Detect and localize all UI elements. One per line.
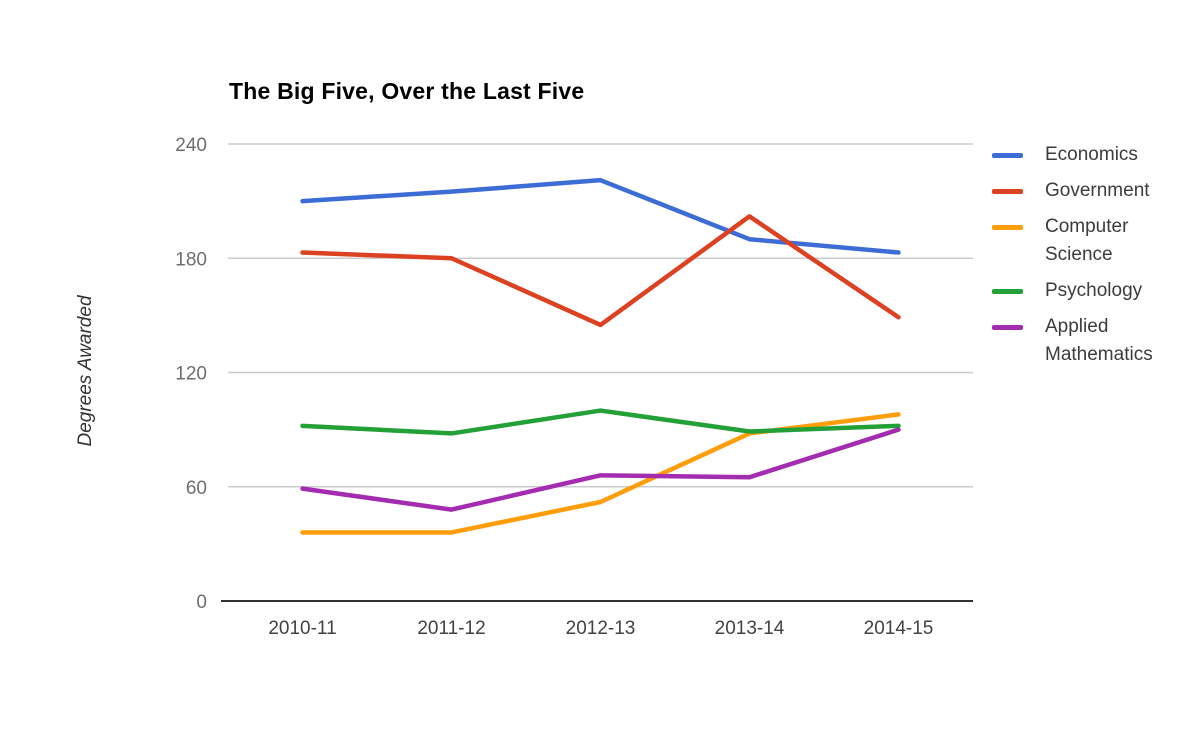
y-tick-label-60: 60 [186,478,207,499]
y-tick-label-240: 240 [175,135,207,156]
legend-item-applied-mathematics: Applied Mathematics [992,313,1167,369]
series-line-applied-mathematics [300,427,901,512]
y-tick-label-120: 120 [175,364,207,385]
legend-item-economics: Economics [992,141,1167,169]
legend-label-computer-science: Computer Science [1045,216,1129,265]
x-tick-label-2011-12: 2011-12 [417,618,485,639]
legend-item-computer-science: Computer Science [992,213,1167,269]
legend-label-economics: Economics [1045,144,1138,165]
legend-label-psychology: Psychology [1045,280,1143,301]
x-tick-label-2014-15: 2014-15 [864,618,934,639]
x-tick-label-2010-11: 2010-11 [268,618,336,639]
x-tick-label-2013-14: 2013-14 [715,618,785,639]
legend-item-psychology: Psychology [992,277,1167,305]
legend: Economics Government Computer Science Psych… [992,141,1167,369]
legend-swatch-applied-mathematics [992,325,1023,330]
legend-swatch-economics [992,153,1023,158]
series-line-psychology [300,408,901,436]
legend-item-government: Government [992,177,1167,205]
series-line-government [300,214,901,328]
x-tick-label-2012-13: 2012-13 [566,618,636,639]
y-tick-label-180: 180 [175,249,207,270]
legend-label-government: Government [1045,180,1150,201]
legend-swatch-psychology [992,289,1023,294]
chart-title: The Big Five, Over the Last Five [229,78,585,104]
series-line-computer-science [300,412,901,535]
series-line-economics [300,177,901,255]
legend-swatch-computer-science [992,225,1023,230]
legend-swatch-government [992,189,1023,194]
legend-label-applied-mathematics: Applied Mathematics [1045,316,1153,365]
y-tick-label-0: 0 [196,592,207,613]
